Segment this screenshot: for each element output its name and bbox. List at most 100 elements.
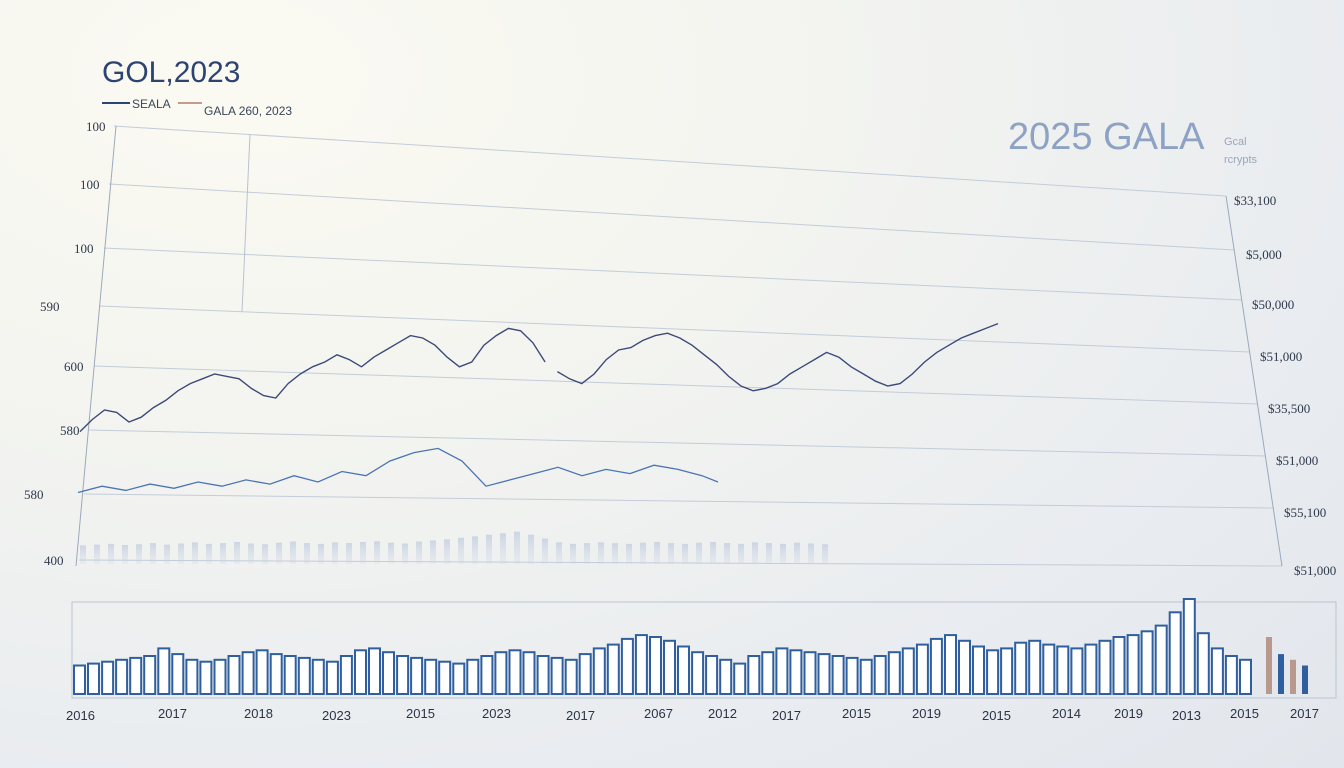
y-tick-right: $55,100 [1284, 505, 1326, 520]
bar [663, 639, 676, 695]
background-bar [542, 538, 548, 564]
background-bar [668, 543, 674, 564]
bar [944, 634, 957, 695]
background-bars [80, 531, 828, 564]
gridline [93, 365, 1259, 405]
bar [620, 637, 634, 696]
bar [115, 658, 129, 695]
bar [733, 662, 747, 695]
y-tick-left: 100 [80, 177, 100, 192]
background-bar [682, 543, 688, 564]
bar [438, 660, 452, 696]
gridline [108, 183, 1235, 251]
bar [1000, 647, 1014, 696]
y-tick-left: 600 [64, 359, 84, 374]
x-tick-label: 2015 [842, 706, 871, 721]
bar [578, 653, 592, 695]
background-bar [486, 534, 492, 564]
x-tick-label: 2014 [1052, 706, 1081, 721]
bar [1168, 611, 1182, 695]
bar [1140, 630, 1154, 695]
gridlines [78, 125, 1283, 567]
bar [887, 651, 901, 696]
background-bar [528, 534, 534, 564]
x-tick-label: 2015 [982, 708, 1011, 723]
background-bar [724, 543, 730, 564]
accent-bar [1302, 665, 1308, 694]
bar [157, 647, 171, 696]
watermark-title: 2025 GALA [1008, 116, 1205, 158]
background-bar [752, 542, 758, 564]
gridline [78, 559, 1283, 567]
background-bar [654, 541, 660, 564]
bar [325, 660, 339, 696]
bar [606, 643, 620, 695]
y-axis-left-ticks: 100 100 100 590 600 580 580 400 [24, 119, 106, 568]
bar [901, 647, 915, 696]
bar [339, 655, 353, 695]
y-tick-right: $5,000 [1246, 247, 1282, 262]
bar [87, 662, 100, 695]
legend-label-1: SEALA [132, 97, 171, 111]
bar [691, 651, 705, 696]
background-bar [122, 545, 128, 564]
bar [634, 634, 648, 695]
background-bar [430, 540, 436, 564]
background-bar [612, 543, 618, 564]
background-bar [808, 543, 814, 564]
y-tick-left: 100 [86, 119, 106, 134]
background-bar [388, 542, 394, 564]
background-bar [780, 543, 786, 564]
x-tick-label: 2067 [644, 706, 673, 721]
bar [1239, 658, 1252, 695]
bar [1028, 639, 1042, 695]
bar [480, 655, 494, 695]
y-tick-right: $51,000 [1260, 349, 1302, 364]
background-bar [584, 543, 590, 564]
y-tick-left: 400 [44, 553, 64, 568]
background-bar [766, 543, 772, 564]
background-bar [248, 543, 254, 564]
bar [649, 636, 662, 695]
bar [466, 658, 480, 695]
y-tick-left: 580 [60, 423, 80, 438]
bar [129, 656, 143, 696]
bar [1056, 645, 1070, 695]
background-bar [598, 542, 604, 564]
bar [354, 649, 367, 695]
vertical-guide [241, 133, 251, 313]
bar [831, 655, 845, 695]
bar [283, 655, 297, 695]
bar [241, 651, 255, 696]
bar [803, 651, 817, 696]
bar [452, 662, 466, 695]
background-bar [234, 541, 240, 564]
bar [1112, 636, 1126, 695]
accent-bar [1278, 654, 1284, 694]
y-tick-left: 100 [74, 241, 94, 256]
bar [1084, 643, 1098, 695]
bar [986, 649, 1000, 695]
bar [1098, 639, 1112, 695]
bar [1196, 632, 1210, 696]
bar [1070, 647, 1084, 696]
bar [522, 651, 536, 696]
background-bar [738, 543, 744, 564]
background-bar [696, 542, 702, 564]
x-tick-label: 2012 [708, 706, 737, 721]
bar [73, 664, 86, 695]
x-tick-label: 2017 [158, 706, 187, 721]
gridline [88, 429, 1267, 457]
y-tick-left: 590 [40, 299, 60, 314]
bar [775, 647, 789, 696]
background-bar [360, 541, 366, 564]
bar [494, 651, 508, 696]
bar-chart-panel: 2016 2017 2018 2023 2015 2023 2017 2067 2012 2017… [66, 598, 1337, 723]
bar [143, 655, 157, 695]
background-bar [710, 541, 716, 564]
bar [958, 639, 971, 695]
x-tick-label: 2017 [1290, 706, 1319, 721]
bar [705, 655, 719, 695]
background-bar [80, 545, 86, 564]
bar [424, 658, 438, 695]
